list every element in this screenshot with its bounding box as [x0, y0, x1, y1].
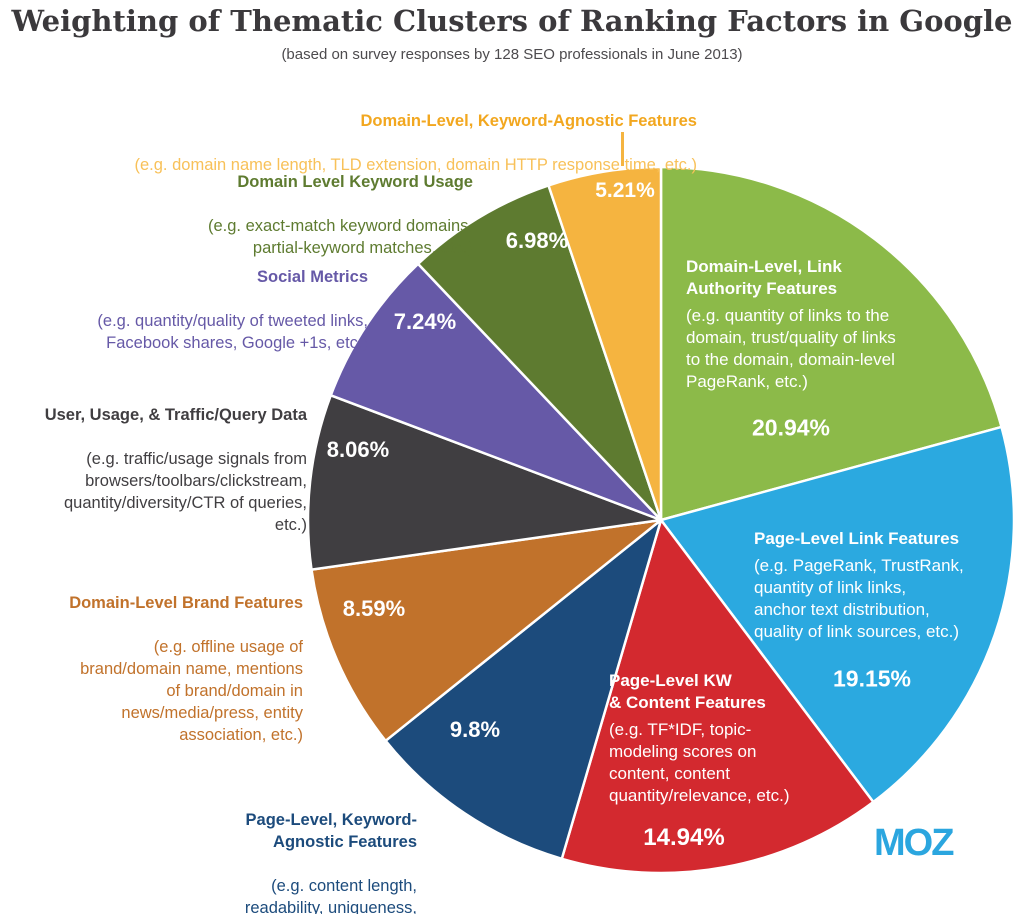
- label-social-metrics: Social Metrics (e.g. quantity/quality of…: [0, 244, 368, 376]
- page-subtitle: (based on survey responses by 128 SEO pr…: [281, 46, 743, 63]
- inslice-label-domain-level-link-authority-features: Domain-Level, Link Authority Features (e…: [686, 256, 1006, 393]
- pie-slice-domain-level-link-authority-features: [659, 165, 1003, 522]
- label-title: Social Metrics: [257, 268, 368, 286]
- pie-slice-domain-level-keyword-agnostic-features: [547, 165, 663, 522]
- inslice-label-page-level-link-features: Page-Level Link Features (e.g. PageRank,…: [754, 528, 1024, 643]
- label-title: Page-Level KW & Content Features: [609, 671, 766, 712]
- label-title: Domain-Level Brand Features: [69, 594, 303, 612]
- pie-slice-domain-level-keyword-usage: [416, 184, 663, 522]
- label-title: User, Usage, & Traffic/Query Data: [44, 406, 307, 424]
- callout-line: [621, 132, 624, 166]
- label-desc: (e.g. traffic/usage signals from browser…: [63, 450, 307, 534]
- pct-label-user-usage-traffic-query-data: 8.06%: [326, 437, 390, 462]
- pct-label-domain-level-link-authority-features: 20.94%: [751, 414, 831, 441]
- label-desc: (e.g. content length, readability, uniqu…: [244, 877, 417, 914]
- pie-slice-page-level-keyword-agnostic-features: [384, 518, 663, 861]
- pct-label-domain-level-keyword-agnostic-features: 5.21%: [595, 179, 655, 202]
- pie-slice-domain-level-brand-features: [310, 518, 663, 743]
- inslice-label-page-level-kw-content-features: Page-Level KW & Content Features (e.g. T…: [609, 670, 859, 807]
- label-page-level-keyword-agnostic-features: Page-Level, Keyword- Agnostic Features (…: [37, 787, 417, 914]
- pie-slice-user-usage-traffic-query-data: [306, 394, 663, 571]
- label-domain-level-brand-features: Domain-Level Brand Features (e.g. offlin…: [0, 570, 303, 768]
- label-desc: (e.g. TF*IDF, topic- modeling scores on …: [609, 720, 790, 805]
- label-title: Page-Level, Keyword- Agnostic Features: [245, 811, 417, 851]
- pie-slice-page-level-link-features: [659, 425, 1016, 804]
- moz-logo: MOZ: [874, 822, 954, 864]
- label-domain-level-keyword-agnostic-features: Domain-Level, Keyword-Agnostic Features …: [57, 88, 698, 198]
- label-desc: (e.g. quantity/quality of tweeted links,…: [97, 312, 368, 352]
- label-title: Domain-Level, Keyword-Agnostic Features: [360, 112, 698, 130]
- label-desc: (e.g. exact-match keyword domains, parti…: [207, 217, 473, 257]
- label-title: Domain-Level, Link Authority Features: [686, 257, 842, 298]
- label-title: Page-Level Link Features: [754, 529, 960, 548]
- label-desc: (e.g. domain name length, TLD extension,…: [134, 156, 698, 174]
- label-title: Domain Level Keyword Usage: [237, 173, 473, 191]
- pct-label-page-level-kw-content-features: 14.94%: [643, 824, 725, 851]
- pie-slice-page-level-kw-content-features: [560, 518, 875, 875]
- pct-label-social-metrics: 7.24%: [393, 309, 457, 334]
- label-desc: (e.g. PageRank, TrustRank, quantity of l…: [754, 556, 964, 641]
- pct-label-page-level-link-features: 19.15%: [832, 665, 912, 692]
- label-desc: (e.g. offline usage of brand/domain name…: [80, 638, 303, 744]
- label-domain-level-keyword-usage: Domain Level Keyword Usage (e.g. exact-m…: [53, 149, 473, 281]
- pct-label-page-level-keyword-agnostic-features: 9.8%: [449, 717, 501, 742]
- pie-slice-social-metrics: [329, 262, 663, 522]
- pct-label-domain-level-keyword-usage: 6.98%: [505, 228, 569, 253]
- label-desc: (e.g. quantity of links to the domain, t…: [686, 306, 896, 391]
- pct-label-domain-level-brand-features: 8.59%: [342, 596, 406, 621]
- label-user-usage-traffic-query-data: User, Usage, & Traffic/Query Data (e.g. …: [0, 382, 307, 558]
- page-title: Weighting of Thematic Clusters of Rankin…: [11, 4, 1013, 38]
